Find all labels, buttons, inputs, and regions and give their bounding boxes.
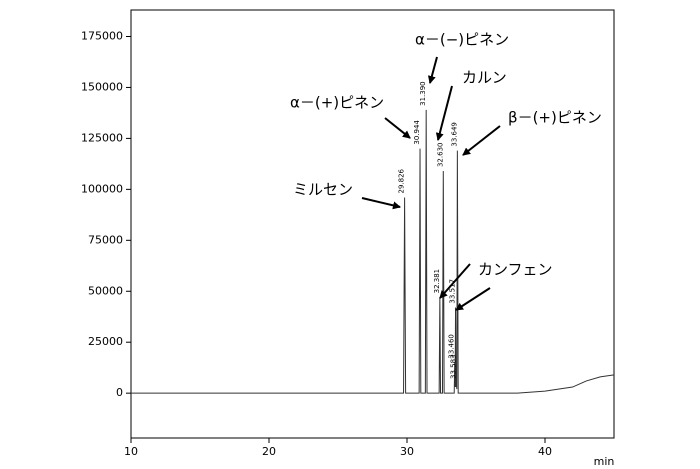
y-tick-label: 150000 (81, 80, 123, 93)
callout-arrow (455, 287, 491, 311)
x-tick-label: 20 (262, 445, 276, 458)
y-tick-label: 0 (116, 386, 123, 399)
plot-frame (130, 9, 615, 439)
peak-label: 29.826 (398, 168, 406, 193)
y-tick-label: 175000 (81, 29, 123, 42)
compound-label: ミルセン (293, 181, 353, 199)
compound-label: カンフェン (478, 261, 553, 279)
callout-arrow (384, 117, 411, 139)
x-tick-label: 30 (400, 445, 414, 458)
peak-label: 31.390 (419, 81, 427, 106)
y-tick-label: 100000 (81, 182, 123, 195)
peak-label: 32.630 (436, 143, 444, 168)
compound-label: α－(+)ピネン (290, 94, 384, 112)
callout-arrow (439, 263, 471, 299)
peak-label: 33.460 (448, 334, 456, 359)
peak-label: 32.381 (433, 269, 441, 294)
callout-arrow (462, 125, 501, 156)
callout-arrow (427, 56, 438, 84)
compound-label: カルン (462, 69, 507, 87)
peak-label: 33.583 (449, 354, 457, 379)
y-tick-label: 25000 (88, 335, 123, 348)
compound-label: α－(−)ピネン (415, 31, 509, 49)
peak-label: 30.944 (413, 120, 421, 145)
compound-label: β－(+)ピネン (508, 109, 602, 127)
callout-arrow (435, 85, 453, 141)
x-tick-label: 40 (538, 445, 552, 458)
peak-label: 33.517 (449, 279, 457, 304)
chromatogram-line (131, 109, 615, 394)
x-axis-label: min (594, 455, 615, 468)
x-tick-label: 10 (124, 445, 138, 458)
y-tick-label: 125000 (81, 131, 123, 144)
peak-label: 33.649 (450, 122, 458, 147)
callout-arrow (361, 197, 401, 210)
y-tick-label: 50000 (88, 284, 123, 297)
y-tick-label: 75000 (88, 233, 123, 246)
